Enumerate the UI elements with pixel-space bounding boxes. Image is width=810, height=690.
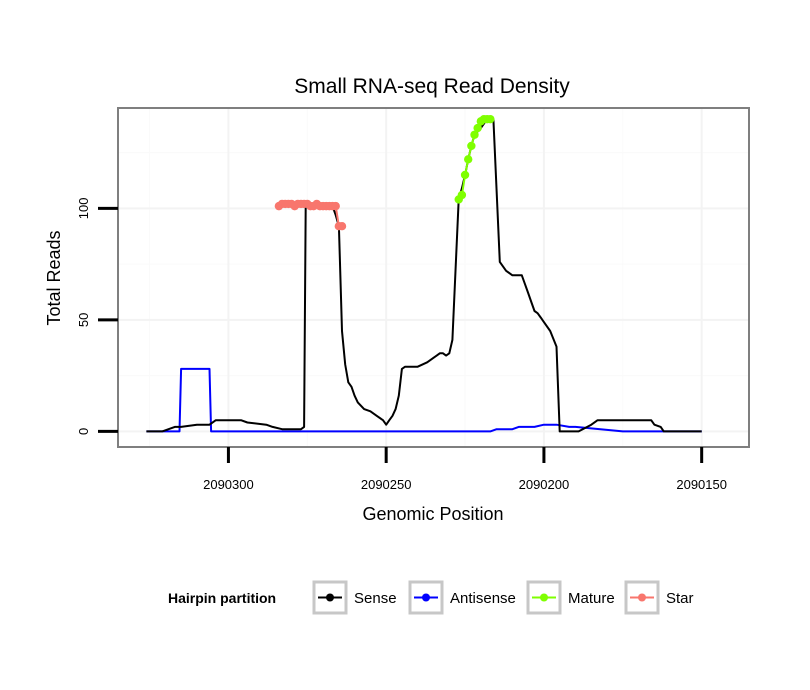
x-tick-label: 2090150 (676, 477, 727, 492)
legend-label-star: Star (666, 590, 694, 607)
mature-point (460, 170, 470, 180)
mature-point (457, 190, 467, 200)
x-tick-label: 2090200 (519, 477, 570, 492)
legend-label-mature: Mature (568, 590, 615, 607)
legend-point-star (638, 593, 646, 602)
legend-point-antisense (422, 593, 430, 602)
mature-point (467, 141, 476, 151)
plot-panel (118, 108, 749, 447)
legend-label-antisense: Antisense (450, 590, 516, 607)
x-axis-title: Genomic Position (362, 504, 503, 524)
x-tick-label: 2090300 (203, 477, 254, 492)
x-tick-label: 2090250 (361, 477, 412, 492)
antisense-series-line (146, 367, 702, 433)
legend-point-sense (326, 593, 334, 602)
mature-point (470, 130, 479, 139)
legend-point-mature (540, 593, 548, 602)
y-axis-title: Total Reads (44, 230, 64, 325)
star-point (337, 222, 347, 231)
mature-point (473, 123, 482, 133)
legend-title: Hairpin partition (168, 590, 276, 606)
y-tick-label: 0 (76, 428, 91, 435)
star-point (331, 201, 340, 211)
legend: Hairpin partition Sense Antisense Mature St… (168, 580, 694, 615)
plot-border (117, 107, 750, 448)
sense-series-line (146, 118, 702, 433)
y-tick-label: 50 (76, 313, 91, 327)
series-layer (146, 114, 702, 433)
y-tick-label: 100 (76, 198, 91, 220)
mature-point (464, 155, 473, 164)
y-axis: 0 50 100 (76, 198, 118, 435)
legend-label-sense: Sense (354, 590, 397, 607)
mature-point (486, 114, 495, 124)
chart-title: Small RNA-seq Read Density (294, 75, 570, 98)
x-axis: 2090300 2090250 2090200 2090150 (203, 447, 727, 492)
